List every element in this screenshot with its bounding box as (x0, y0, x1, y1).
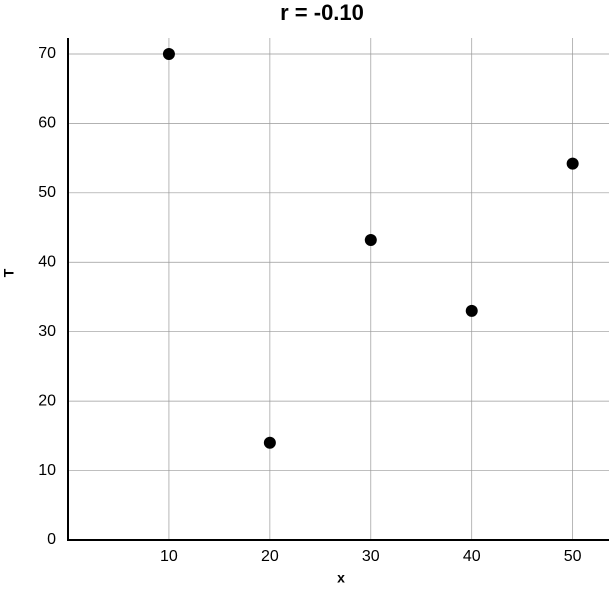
x-axis-label: x (337, 570, 345, 586)
y-tick-label: 0 (47, 531, 56, 548)
y-tick-label: 20 (38, 392, 56, 409)
chart-title: r = -0.10 (280, 0, 364, 25)
point (465, 304, 478, 317)
y-tick-label: 30 (38, 323, 56, 340)
point (162, 47, 175, 60)
x-tick-label: 50 (564, 548, 582, 565)
point (364, 234, 377, 247)
point (263, 436, 276, 449)
y-axis-label: T (1, 268, 17, 277)
x-tick-label: 30 (362, 548, 380, 565)
x-tick-label: 20 (261, 548, 279, 565)
y-tick-label: 60 (38, 115, 56, 132)
x-tick-label: 10 (160, 548, 178, 565)
y-tick-label: 70 (38, 45, 56, 62)
point (566, 157, 579, 170)
y-tick-label: 40 (38, 253, 56, 270)
x-tick-label: 40 (463, 548, 481, 565)
y-tick-label: 50 (38, 184, 56, 201)
y-tick-label: 10 (38, 462, 56, 479)
